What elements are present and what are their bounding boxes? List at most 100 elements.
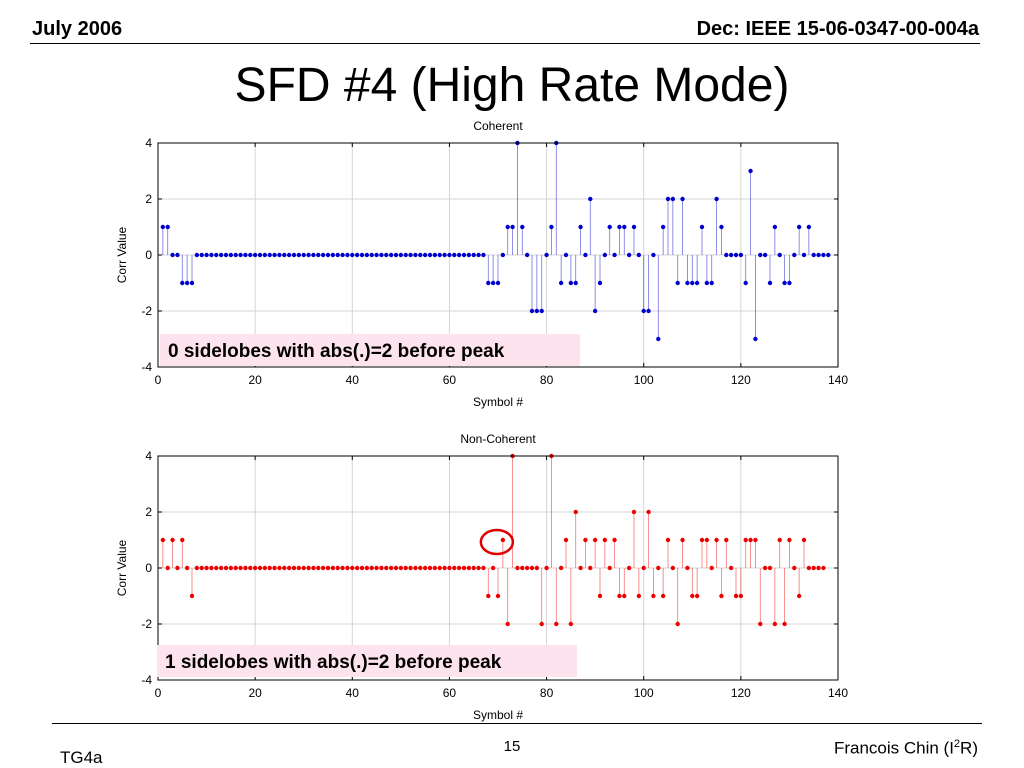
chart2-point — [325, 565, 331, 571]
chart2-point — [471, 565, 476, 571]
chart2-point — [461, 565, 467, 571]
footer-group: TG4a — [60, 748, 103, 767]
chart1-point — [573, 280, 578, 286]
chart2-point — [612, 537, 617, 543]
chart2-point — [811, 565, 816, 571]
chart1-point — [354, 252, 360, 258]
chart2-point — [466, 565, 472, 571]
chart2-point — [767, 565, 773, 571]
chart2-point — [233, 565, 238, 571]
chart1-point — [398, 252, 404, 258]
chart2-point — [252, 565, 258, 571]
chart2-point — [456, 565, 462, 571]
chart2-point — [345, 565, 350, 571]
chart2-point — [228, 565, 234, 571]
chart2-point — [699, 537, 705, 543]
chart1-point — [291, 252, 297, 258]
chart1-point — [442, 252, 447, 258]
chart2-point — [806, 565, 812, 571]
chart1-point — [685, 280, 690, 286]
chart2-point — [422, 565, 428, 571]
chart2-point — [374, 565, 379, 571]
footer-author: Francois Chin (I2R) — [834, 738, 978, 759]
chart1-xtick-label: 100 — [634, 373, 654, 387]
chart1-xtick-label: 0 — [155, 373, 162, 387]
chart1-point — [772, 224, 778, 230]
chart2-xtick-label: 0 — [155, 686, 162, 700]
chart1-point — [277, 252, 282, 258]
chart1-point — [622, 224, 627, 230]
chart1-point — [500, 252, 506, 258]
chart1-point — [311, 252, 316, 258]
chart1-point — [709, 280, 714, 286]
chart2-ytick-label: -4 — [141, 673, 152, 687]
chart1-point — [214, 252, 219, 258]
chart1-point — [704, 280, 710, 286]
chart1-point — [743, 280, 748, 286]
chart1-point — [379, 252, 384, 258]
page-number: 15 — [503, 738, 521, 755]
chart1-point — [544, 252, 549, 258]
chart2-point — [218, 565, 224, 571]
chart1-point — [714, 196, 719, 202]
chart1-ytick-label: 0 — [145, 248, 152, 262]
chart1-point — [719, 224, 724, 230]
chart1-point — [340, 252, 345, 258]
chart2-point — [418, 565, 423, 571]
chart1-point — [612, 252, 617, 258]
chart1-point — [602, 252, 608, 258]
chart2-point — [694, 593, 700, 599]
chart1-point — [427, 252, 433, 258]
chart2-point — [384, 565, 389, 571]
chart2-point — [184, 565, 190, 571]
chart1-point — [384, 252, 389, 258]
chart2-point — [738, 593, 744, 599]
chart1-point — [170, 252, 175, 258]
chart1-point — [160, 224, 166, 230]
chart2-point — [379, 565, 384, 571]
chart1-point — [631, 224, 637, 230]
chart2-point — [214, 565, 219, 571]
chart1-point — [694, 280, 700, 286]
chart1-point — [422, 252, 428, 258]
chart2-point — [554, 621, 559, 627]
chart2-xtick-label: 20 — [248, 686, 262, 700]
chart2-ytick-label: 2 — [145, 505, 152, 519]
chart1-point — [204, 252, 209, 258]
chart2-point — [592, 537, 598, 543]
chart1-point — [452, 252, 457, 258]
chart1-point — [248, 252, 253, 258]
chart2-point — [520, 565, 525, 571]
chart1-point — [388, 252, 394, 258]
chart1-xtick-label: 20 — [248, 373, 262, 387]
chart2-point — [398, 565, 404, 571]
chart1-xlabel: Symbol # — [473, 395, 523, 409]
chart1-point — [787, 280, 792, 286]
chart2-point — [301, 565, 306, 571]
chart1-point — [180, 280, 185, 286]
chart2-point — [262, 565, 268, 571]
chart1-point — [476, 252, 481, 258]
chart1-point — [267, 252, 272, 258]
chart2-point — [490, 565, 496, 571]
chart1-point — [413, 252, 418, 258]
chart1-point — [199, 252, 204, 258]
slide-title: SFD #4 (High Rate Mode) — [234, 59, 790, 112]
chart1-point — [675, 280, 680, 286]
chart2-point — [194, 565, 200, 571]
chart1-point — [364, 252, 370, 258]
chart1-point — [189, 280, 195, 286]
chart2-point — [772, 621, 778, 627]
chart1-point — [549, 224, 554, 230]
chart2-point — [282, 565, 287, 571]
chart1-point — [563, 252, 569, 258]
chart1-point — [816, 252, 821, 258]
chart2-point — [170, 537, 175, 543]
chart2-point — [486, 593, 491, 599]
chart1-point — [748, 168, 753, 174]
chart1-point — [690, 280, 695, 286]
chart2-point — [792, 565, 797, 571]
chart2-point — [641, 565, 646, 571]
chart1-point — [359, 252, 365, 258]
chart2-xlabel: Symbol # — [473, 708, 523, 722]
